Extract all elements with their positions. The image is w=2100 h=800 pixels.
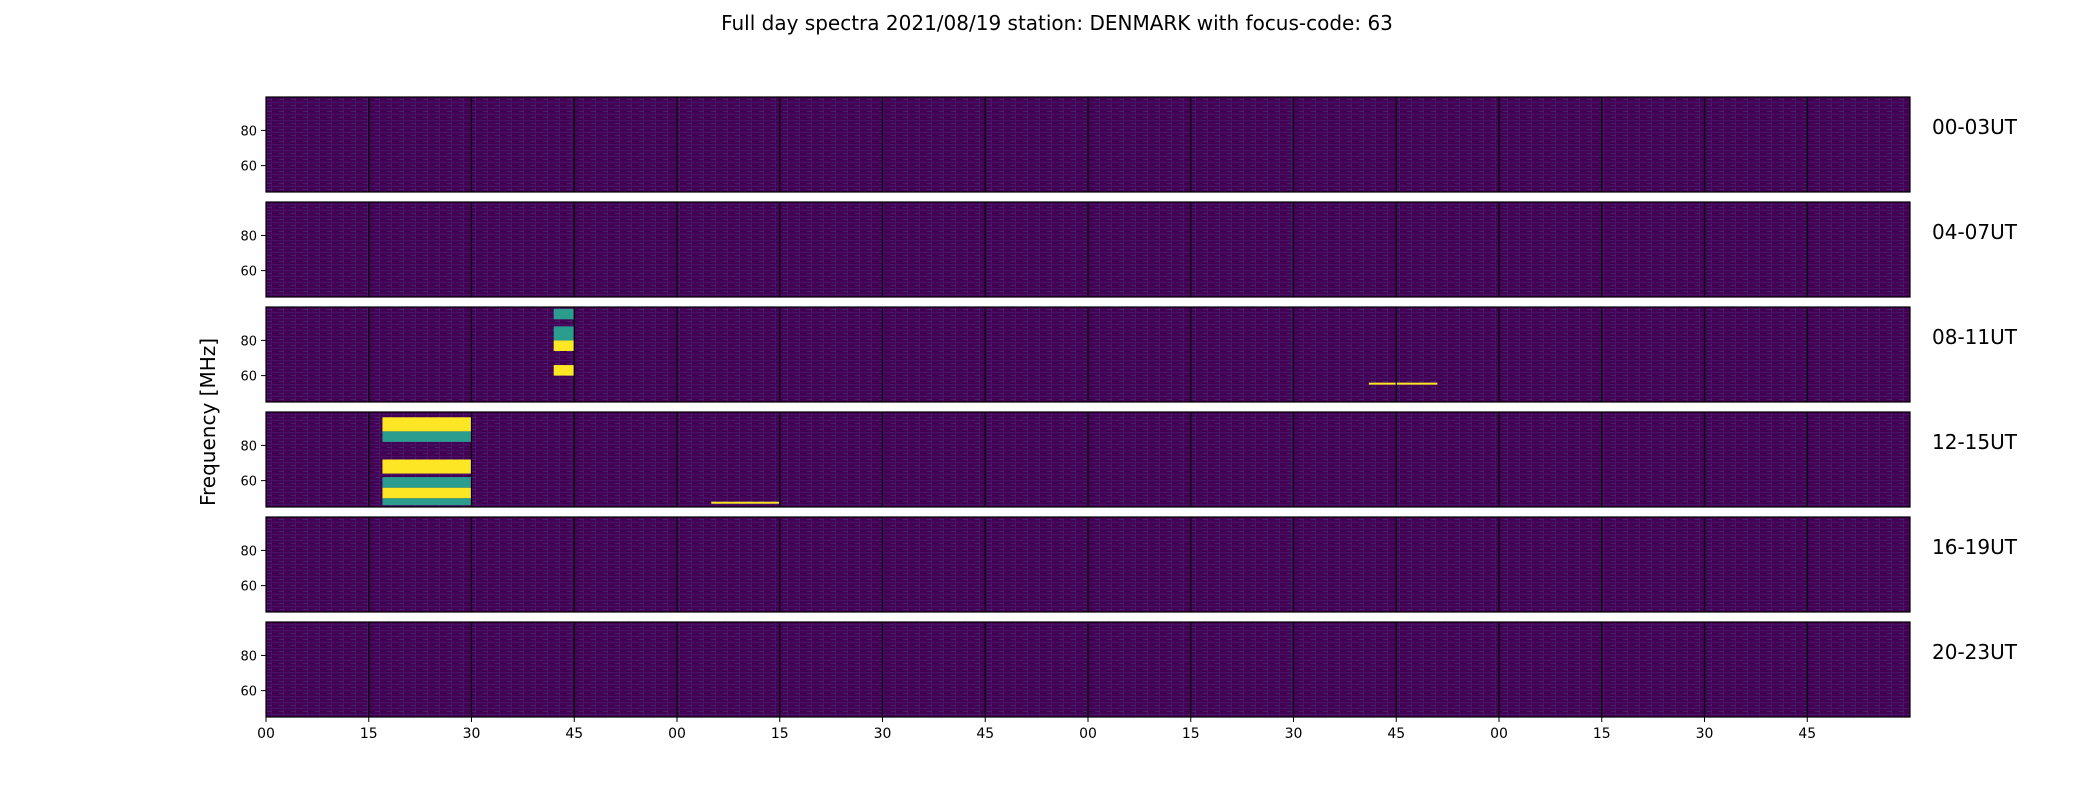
x-tick-label: 15 — [771, 726, 789, 742]
x-tick-label: 30 — [874, 726, 892, 742]
burst-band — [382, 477, 472, 488]
burst-band — [553, 326, 575, 341]
x-tick-label: 15 — [360, 726, 378, 742]
x-tick-label: 45 — [565, 726, 583, 742]
x-tick-label: 45 — [1387, 726, 1405, 742]
x-tick-label: 15 — [1182, 726, 1200, 742]
burst-band — [382, 487, 472, 499]
row-time-label: 04-07UT — [1932, 220, 2018, 244]
x-tick-label: 00 — [1079, 726, 1097, 742]
spectra-rows: 60 80 00-03UT 60 80 04-07UT 60 80 08-11UT 60 80 12-… — [240, 96, 2018, 718]
y-tick-label: 80 — [240, 544, 257, 559]
spectrum-row: 60 80 08-11UT — [240, 306, 2018, 403]
y-tick-label: 60 — [240, 160, 257, 175]
x-tick-label: 45 — [976, 726, 994, 742]
burst-band — [553, 365, 575, 376]
row-frame — [265, 201, 1911, 298]
burst-band — [711, 501, 780, 504]
row-time-label: 12-15UT — [1932, 430, 2018, 454]
burst-band — [382, 498, 472, 506]
y-tick-label: 80 — [240, 124, 257, 139]
x-tick-label: 30 — [1285, 726, 1303, 742]
row-time-label: 16-19UT — [1932, 535, 2018, 559]
burst-band — [553, 340, 575, 351]
burst-band — [1368, 382, 1438, 385]
x-tick-label: 30 — [463, 726, 481, 742]
y-tick-label: 80 — [240, 334, 257, 349]
x-tick-label: 45 — [1798, 726, 1816, 742]
spectrum-row: 60 80 12-15UT — [240, 411, 2018, 508]
burst-band — [382, 431, 472, 442]
y-tick-label: 60 — [240, 685, 257, 700]
burst-band — [382, 417, 472, 432]
x-tick-label: 15 — [1593, 726, 1611, 742]
spectrum-row: 60 80 16-19UT — [240, 516, 2018, 613]
y-tick-label: 60 — [240, 265, 257, 280]
row-time-label: 00-03UT — [1932, 115, 2018, 139]
burst-band — [382, 459, 472, 474]
x-tick-label: 30 — [1696, 726, 1714, 742]
spectrum-row: 60 80 00-03UT — [240, 96, 2018, 193]
row-frame — [265, 516, 1911, 613]
burst-band — [553, 308, 575, 320]
row-time-label: 20-23UT — [1932, 640, 2018, 664]
y-axis-label: Frequency [MHz] — [196, 338, 220, 506]
y-tick-label: 60 — [240, 370, 257, 385]
spectrum-row: 60 80 04-07UT — [240, 201, 2018, 298]
spectrum-row: 60 80 20-23UT — [240, 621, 2018, 718]
x-tick-label: 00 — [1490, 726, 1508, 742]
row-frame — [265, 306, 1911, 403]
row-time-label: 08-11UT — [1932, 325, 2018, 349]
x-axis: 00 15 30 45 00 15 30 45 00 15 30 45 00 15 30 45 — [257, 717, 1816, 742]
y-tick-label: 80 — [240, 229, 257, 244]
x-tick-label: 00 — [668, 726, 686, 742]
chart-title: Full day spectra 2021/08/19 station: DEN… — [721, 11, 1393, 35]
y-tick-label: 80 — [240, 649, 257, 664]
row-frame — [265, 411, 1911, 508]
y-tick-label: 80 — [240, 439, 257, 454]
row-frame — [265, 96, 1911, 193]
y-tick-label: 60 — [240, 475, 257, 490]
x-tick-label: 00 — [257, 726, 275, 742]
y-tick-label: 60 — [240, 580, 257, 595]
